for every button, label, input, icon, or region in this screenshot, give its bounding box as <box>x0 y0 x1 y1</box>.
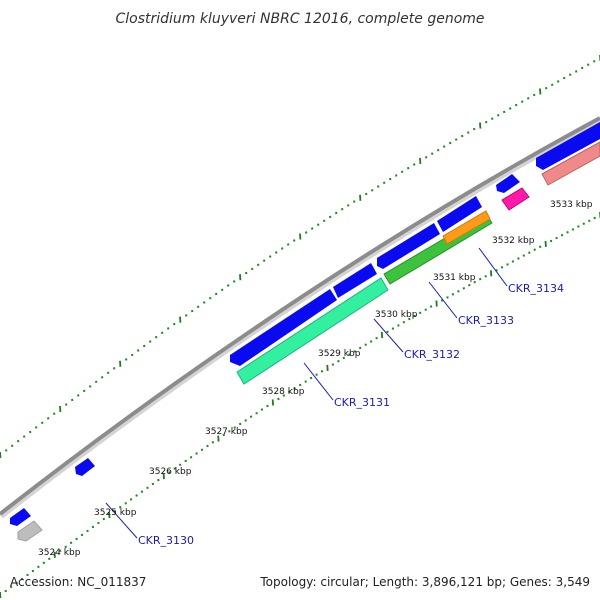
kbp-label: 3529 kbp <box>318 349 361 359</box>
cds-feature[interactable] <box>75 458 95 476</box>
kbp-label: 3528 kbp <box>262 387 305 397</box>
kbp-label: 3524 kbp <box>38 548 81 558</box>
cds-feature[interactable] <box>10 508 31 526</box>
tick-rings <box>0 55 600 599</box>
cds-feature[interactable] <box>437 196 482 232</box>
kbp-label: 3531 kbp <box>433 273 476 283</box>
kbp-label: 3527 kbp <box>205 427 248 437</box>
gene-CKR_3134[interactable] <box>501 187 530 211</box>
gene-CKR_3133[interactable] <box>442 210 491 245</box>
leader-line <box>303 362 334 401</box>
gene-label[interactable]: CKR_3133 <box>458 314 514 327</box>
kbp-label: 3525 kbp <box>94 508 137 518</box>
kbp-label: 3526 kbp <box>149 467 192 477</box>
leader-line <box>373 318 404 353</box>
gene-labels: CKR_3130 CKR_3131 CKR_3132 CKR_3133 CKR_… <box>138 282 564 547</box>
cds-feature[interactable] <box>230 289 337 366</box>
genome-backbone <box>0 116 600 516</box>
gene-CKR_3130[interactable] <box>17 520 43 542</box>
cds-feature[interactable] <box>333 263 377 298</box>
gene-label[interactable]: CKR_3131 <box>334 396 390 409</box>
cds-feature[interactable] <box>377 223 440 269</box>
kbp-labels: 3524 kbp 3525 kbp 3526 kbp 3527 kbp 3528… <box>38 200 593 558</box>
genome-title: Clostridium kluyveri NBRC 12016, complet… <box>115 11 484 27</box>
forward-strand-features <box>10 122 600 526</box>
cds-feature[interactable] <box>496 174 520 193</box>
kbp-label: 3530 kbp <box>375 310 418 320</box>
accession-text: Accession: NC_011837 <box>10 575 146 589</box>
topology-text: Topology: circular; Length: 3,896,121 bp… <box>259 575 590 589</box>
gene-label[interactable]: CKR_3130 <box>138 534 194 547</box>
gene-label[interactable]: CKR_3134 <box>508 282 564 295</box>
cds-feature[interactable] <box>536 122 600 170</box>
gene-CKR_3131[interactable] <box>236 277 389 385</box>
kbp-label: 3532 kbp <box>492 236 535 246</box>
gene-partial[interactable] <box>541 141 600 186</box>
leader-line <box>105 502 138 539</box>
gene-features <box>17 141 600 542</box>
genome-backbone-shadow <box>0 117 600 519</box>
leader-line <box>478 247 508 287</box>
kbp-label: 3533 kbp <box>550 200 593 210</box>
leader-line <box>428 281 458 319</box>
gene-leader-lines <box>105 247 508 539</box>
gene-label[interactable]: CKR_3132 <box>404 348 460 361</box>
